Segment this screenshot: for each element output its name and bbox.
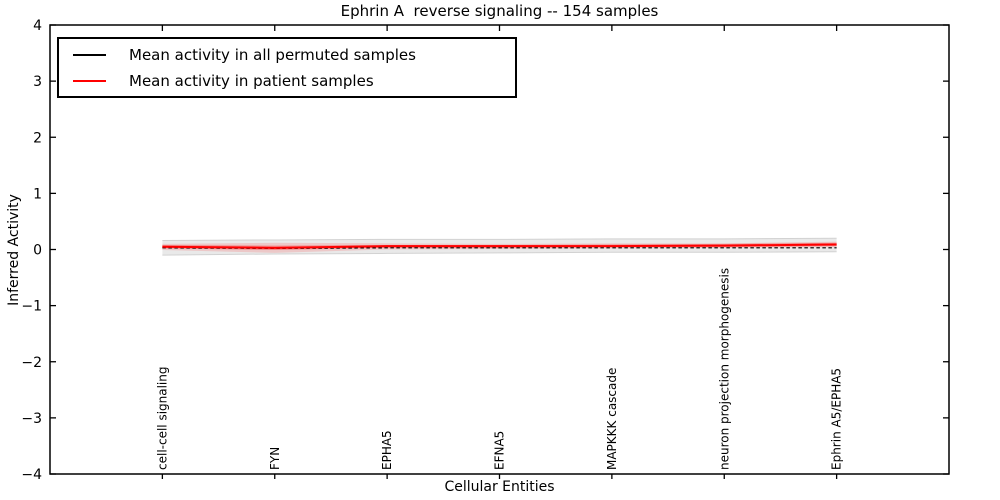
y-tick-label: −1	[21, 299, 42, 315]
legend-row-patient: Mean activity in patient samples	[59, 68, 515, 94]
legend-box: Mean activity in all permuted samples Me…	[57, 37, 517, 98]
x-category-label: MAPKKK cascade	[605, 368, 619, 470]
x-category-label: EFNA5	[493, 431, 507, 470]
y-tick-label: −3	[21, 411, 42, 427]
y-tick-label: 4	[33, 18, 42, 34]
x-axis-label: Cellular Entities	[444, 479, 555, 495]
y-tick-label: 0	[33, 243, 42, 259]
legend-row-permuted: Mean activity in all permuted samples	[59, 42, 515, 68]
x-category-label: FYN	[268, 447, 282, 470]
y-tick-label: 2	[33, 130, 42, 146]
y-axis-label: Inferred Activity	[6, 194, 22, 306]
y-tick-label: −2	[21, 355, 42, 371]
chart-title: Ephrin A reverse signaling -- 154 sample…	[340, 2, 659, 20]
legend-label-patient: Mean activity in patient samples	[129, 71, 374, 90]
legend-line-permuted	[73, 53, 106, 56]
x-category-label: Ephrin A5/EPHA5	[830, 368, 844, 470]
permuted-range-band-upper-edge	[162, 237, 837, 242]
y-tick-label: −4	[21, 467, 42, 483]
x-category-label: cell-cell signaling	[155, 367, 169, 471]
x-category-label: neuron projection morphogenesis	[717, 268, 731, 470]
y-tick-label: 3	[33, 74, 42, 90]
permuted-range-band-lower-edge	[162, 251, 837, 256]
patient-mean-line	[162, 243, 837, 249]
x-category-label: EPHA5	[380, 430, 394, 470]
permuted-mean-line	[162, 247, 837, 249]
legend-label-permuted: Mean activity in all permuted samples	[129, 45, 416, 64]
legend-line-patient	[73, 79, 106, 82]
y-tick-label: 1	[33, 186, 42, 202]
